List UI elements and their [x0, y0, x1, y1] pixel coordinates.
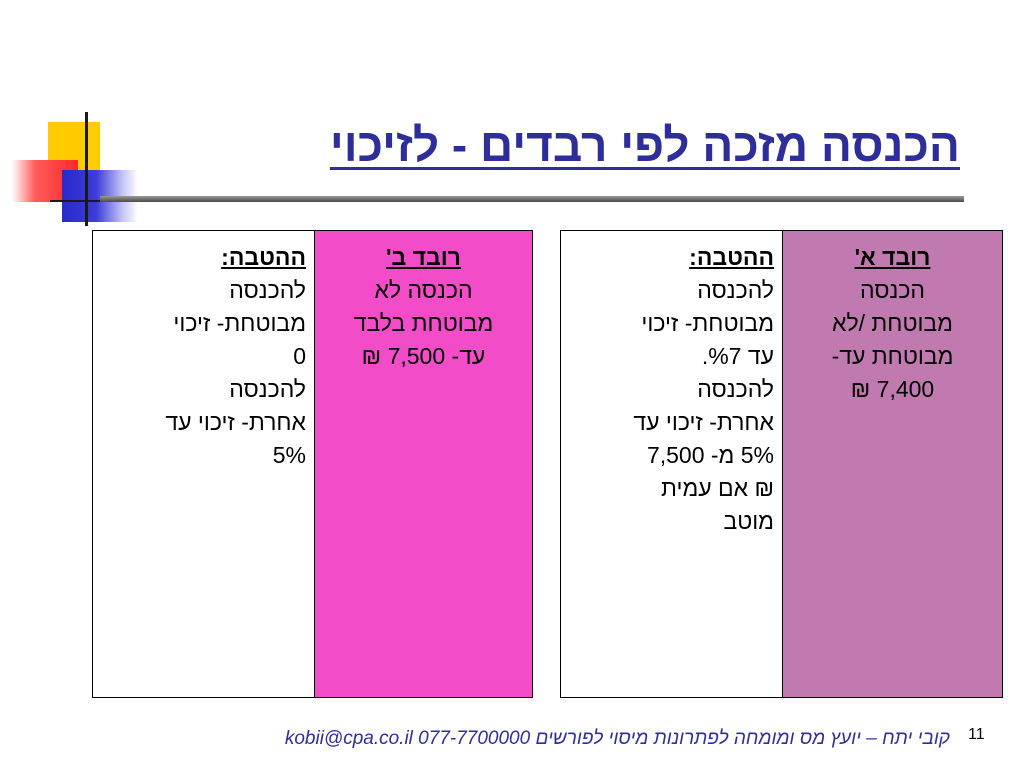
layer-b-header: רובד ב': [386, 244, 461, 270]
footer: קובי יתח – יועץ מס ומומחה לפתרונות מיסוי…: [70, 728, 950, 750]
layer-a-line: מבוטחת /לא: [832, 310, 953, 336]
benefit-b-header: ההטבה:: [221, 244, 306, 270]
table-layer-b: ההטבה: להכנסה מבוטחת- זיכוי 0 להכנסה אחר…: [92, 230, 533, 698]
layer-b-line: מבוטחת בלבד: [353, 310, 494, 336]
slide-title: הכנסה מזכה לפי רבדים - לזיכוי: [329, 119, 960, 171]
benefit-a-line: עד %7.: [701, 343, 774, 369]
layer-b-line: עד- 7,500 ₪: [361, 343, 486, 369]
benefit-a-line: להכנסה: [697, 376, 774, 402]
benefit-b-line: מבוטחת- זיכוי: [173, 310, 306, 336]
layer-a-line: מבוטחת עד-: [831, 343, 954, 369]
layer-b-line: הכנסה לא: [374, 277, 473, 303]
benefit-b-line: להכנסה: [229, 376, 306, 402]
benefit-a-header: ההטבה:: [689, 244, 774, 270]
benefit-b-line: להכנסה: [229, 277, 306, 303]
footer-text: קובי יתח – יועץ מס ומומחה לפתרונות מיסוי…: [535, 728, 950, 749]
layer-a-line: הכנסה: [859, 277, 926, 303]
benefit-a-cell: ההטבה: להכנסה מבוטחת- זיכוי עד %7. להכנס…: [561, 231, 782, 697]
layer-a-header: רובד א': [854, 244, 931, 270]
benefit-a-line: מוטב: [723, 508, 774, 534]
logo-vertical-line: [85, 112, 88, 226]
benefit-a-line: ₪ אם עמית: [661, 475, 774, 501]
table-layer-a: ההטבה: להכנסה מבוטחת- זיכוי עד %7. להכנס…: [560, 230, 1003, 698]
logo-horizontal-line: [50, 200, 130, 202]
benefit-a-line: אחרת- זיכוי עד: [633, 409, 774, 435]
benefit-a-line: להכנסה: [697, 277, 774, 303]
benefit-b-cell: ההטבה: להכנסה מבוטחת- זיכוי 0 להכנסה אחר…: [93, 231, 314, 697]
benefit-b-line: אחרת- זיכוי עד: [165, 409, 306, 435]
benefit-a-line: מבוטחת- זיכוי: [641, 310, 774, 336]
layer-b-cell: רובד ב' הכנסה לא מבוטחת בלבד עד- 7,500 ₪: [314, 231, 532, 697]
footer-contact: kobii@cpa.co.il 077-7700000: [284, 728, 531, 749]
benefit-a-line: 5% מ- 7,500: [646, 442, 774, 468]
layer-a-cell: רובד א' הכנסה מבוטחת /לא מבוטחת עד- 7,40…: [782, 231, 1002, 697]
layer-a-line: 7,400 ₪: [850, 376, 935, 402]
title-divider: [100, 196, 964, 202]
page-number: 11: [968, 726, 985, 743]
benefit-b-line: 0: [293, 343, 306, 369]
benefit-b-line: 5%: [272, 442, 306, 468]
